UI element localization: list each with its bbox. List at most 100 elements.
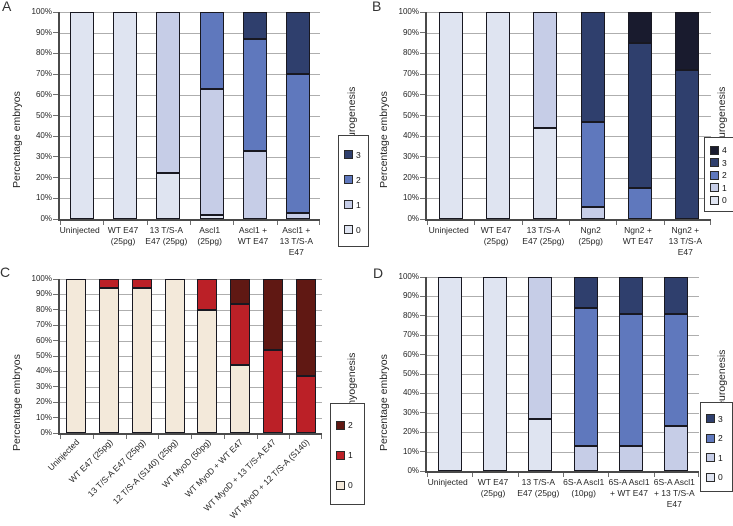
gridline [427,32,711,34]
legend-entry: 1 [706,448,728,468]
y-tick-mark [420,11,425,13]
y-tick-mark [53,52,58,54]
bar-segment-score-2 [580,121,605,207]
bar-segment-score-1 [295,376,316,433]
bar-segment-score-2 [262,279,283,350]
y-tick-label: 20% [402,427,419,437]
y-tick-label: 50% [35,351,52,360]
x-tick-mark [223,435,225,439]
legend-swatch [344,150,353,159]
gridline [60,198,320,200]
legend-label: 0 [722,195,727,206]
stacked-bar [619,277,643,471]
stacked-bar [262,279,283,433]
legend-swatch [336,450,345,460]
y-tick-label: 80% [402,310,419,320]
y-tick-mark [53,156,58,158]
bar-segment-score-2 [628,187,652,219]
bar-segment-score-2 [230,279,251,304]
x-tick-mark [472,473,474,477]
x-axis-label: Ascl1 +13 T/S-A E47 [267,225,326,258]
x-axis-label-line: Ascl1 + [238,225,268,235]
y-tick-mark [53,417,58,419]
panel-letter: A [2,0,12,14]
x-tick-mark [92,435,94,439]
gridline [60,371,322,373]
y-tick-mark [420,73,425,75]
y-tick-mark [420,276,425,278]
legend-label: 1 [348,450,353,460]
x-axis-label-line: WT E47 [622,236,654,246]
gridline [427,177,711,179]
legend-label: 0 [718,472,723,483]
bar-segment-score-1 [573,445,598,471]
plot-area [425,277,699,477]
x-axis-label: Uninjected [417,225,480,236]
x-axis-label-line: 13 T/S-A [668,236,703,246]
legend-swatch [344,175,353,184]
bar-segment-score-1 [664,426,689,471]
stacked-bar [164,279,185,433]
x-axis-label: WT MyoD + WT E47 [183,437,246,500]
bar-segment-score-1 [262,349,283,433]
x-axis-label: 13 T/S-A E47 (25pg) [137,225,196,247]
legend-swatch [344,225,353,234]
bar-segment-score-3 [675,69,700,219]
legend-label: 4 [722,145,727,156]
x-tick-mark [427,221,428,225]
stacked-bar [573,277,598,471]
x-axis-label-line: WT E47 [107,225,139,235]
gridline [427,115,711,117]
stacked-bar [628,12,652,219]
y-tick-label: 10% [402,446,419,456]
x-axis-label-line: Uninjected [428,225,469,235]
legend-label: 2 [348,420,353,430]
bar-segment-score-3 [664,277,689,314]
x-axis-label-line: 6S-A Ascl1 [653,477,695,487]
stacked-bar [295,279,316,433]
stacked-bar [243,12,267,219]
stacked-bar [156,12,181,219]
x-axis-label-line: (25pg) [197,236,222,246]
legend-swatch [706,472,715,482]
gridline [427,53,711,55]
y-tick-mark [420,470,425,472]
gridline [60,177,320,179]
legend-entry: 2 [344,167,364,192]
bar-segment-score-0 [113,12,137,219]
x-axis-label-line: Ngn2 + [624,225,652,235]
legend-swatch [710,170,719,180]
stacked-bar [533,12,558,219]
x-tick-mark [289,435,291,439]
y-tick-label: 0% [40,214,52,223]
x-axis-label: Ngn2 (25pg) [559,225,622,247]
x-axis-label: 6S-A Ascl1 (10pg) [553,477,614,499]
stacked-bar [230,279,251,433]
x-axis-label: Uninjected [417,477,478,488]
bar-segment-score-0 [197,309,218,433]
legend-label: 2 [722,170,727,181]
x-tick-mark [256,435,258,439]
y-tick-mark [420,177,425,179]
x-tick-mark [60,435,61,439]
y-tick-label: 90% [402,27,419,37]
x-axis-label-line: E47 (25pg) [522,236,565,246]
gridline [427,94,711,96]
x-axis-label-line: Ngn2 [580,225,601,235]
y-tick-label: 40% [35,131,52,141]
bar-segment-score-3 [619,277,643,314]
x-tick-mark [146,221,148,225]
legend-entry: 2 [336,410,360,440]
bar-segment-score-0 [164,279,185,433]
y-tick-mark [53,11,58,13]
x-axis-label-line: Uninjected [59,225,100,235]
bar-segment-score-4 [675,12,700,70]
x-tick-mark [616,221,618,225]
y-tick-label: 70% [402,69,419,79]
legend-swatch [344,200,353,209]
x-axis-label-line: 6S-A Ascl1 [608,477,650,487]
y-tick-mark [420,392,425,394]
x-axis-label: WT E47 (25pg) [462,477,523,499]
x-axis-label-line: E47 [666,499,682,509]
